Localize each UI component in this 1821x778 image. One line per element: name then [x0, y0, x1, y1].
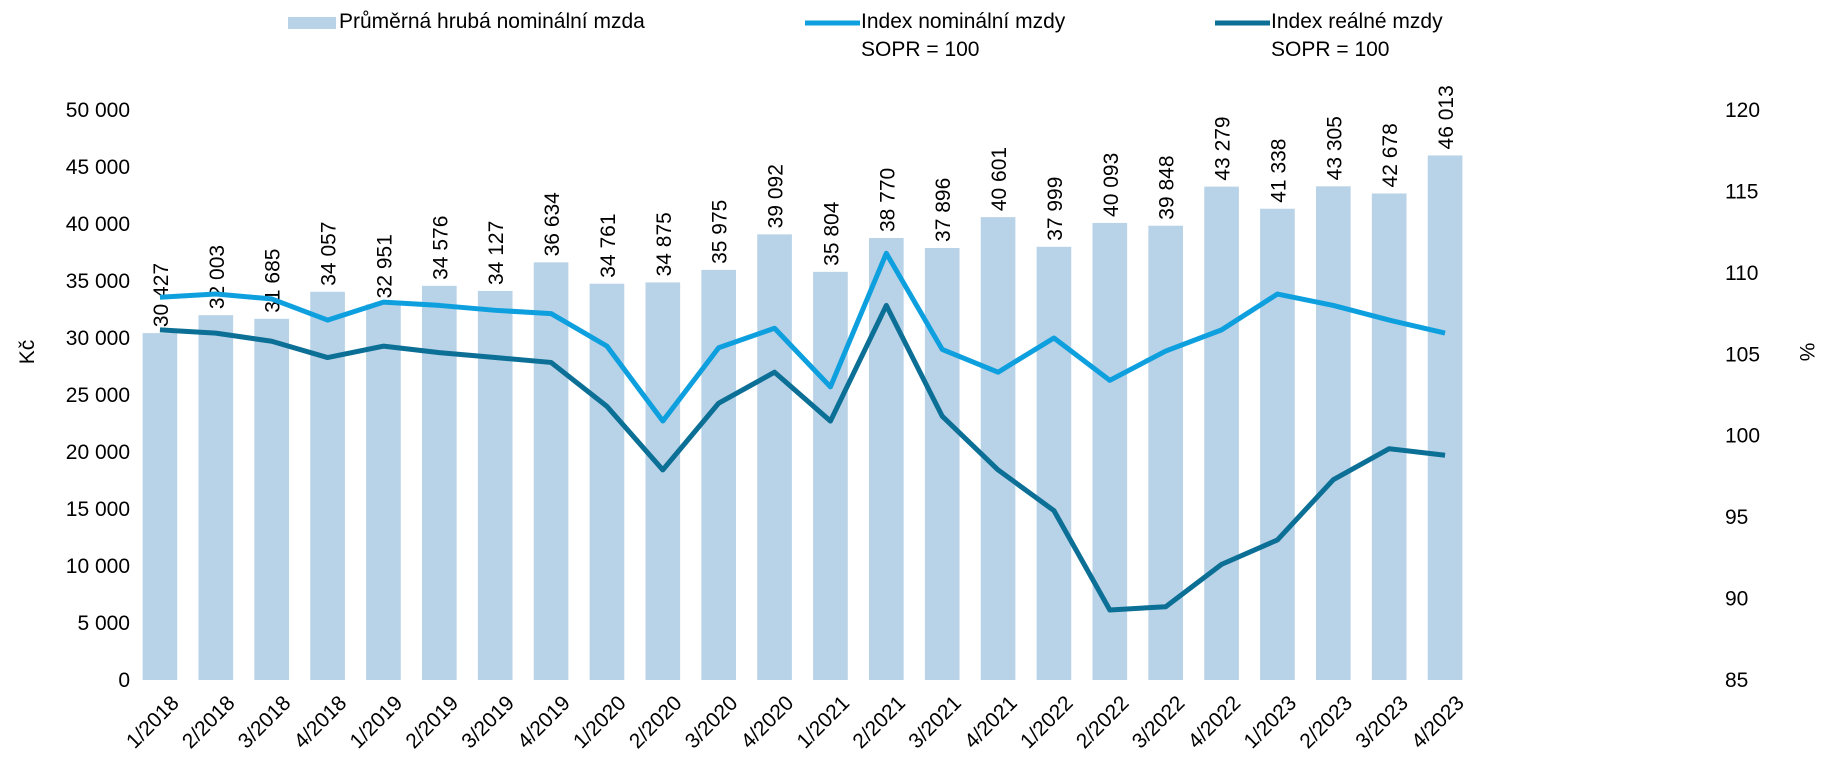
bar	[757, 234, 792, 680]
y2-tick-label: 115	[1725, 180, 1758, 203]
y-tick-label: 5 000	[77, 612, 130, 635]
y2-tick-label: 90	[1725, 588, 1748, 611]
line	[159, 302, 1446, 613]
x-tick-label: 3/2023	[1351, 691, 1413, 753]
line	[159, 250, 1446, 424]
x-tick-label: 3/2021	[904, 691, 966, 753]
legend-label: Index reálné mzdy SOPR = 100	[1271, 10, 1443, 61]
bar	[198, 315, 234, 680]
x-tick-label: 2/2023	[1295, 691, 1357, 753]
data-label: 34 127	[485, 221, 508, 285]
bar	[1315, 186, 1351, 680]
x-tick-label: 4/2022	[1184, 691, 1246, 753]
data-label: 40 601	[988, 147, 1011, 211]
y-tick-label: 10 000	[66, 555, 130, 578]
y-tick-label: 35 000	[66, 270, 130, 293]
bar	[868, 238, 904, 680]
y-tick-label: 15 000	[66, 498, 130, 521]
y2-axis-label: %	[1795, 343, 1818, 362]
x-tick-label: 1/2018	[122, 691, 184, 753]
bar	[980, 217, 1016, 680]
x-tick-label: 1/2019	[345, 691, 407, 753]
bar	[924, 247, 960, 680]
x-tick-label: 1/2021	[792, 691, 854, 753]
bar	[1036, 246, 1072, 680]
x-tick-label: 4/2020	[737, 691, 799, 753]
y-tick-label: 40 000	[66, 213, 130, 236]
x-tick-label: 4/2023	[1407, 691, 1469, 753]
data-label: 38 770	[876, 168, 899, 232]
y2-tick-label: 100	[1725, 425, 1760, 448]
data-label: 37 999	[1044, 177, 1067, 241]
x-tick-label: 2/2019	[401, 691, 463, 753]
data-label: 43 305	[1323, 116, 1346, 180]
bar	[589, 283, 625, 680]
legend-label: Index nominální mzdy SOPR = 100	[861, 10, 1066, 61]
x-tick-label: 4/2021	[960, 691, 1022, 753]
data-label: 46 013	[1435, 85, 1458, 149]
bar	[366, 304, 401, 680]
legend-swatch	[288, 17, 336, 29]
data-label: 40 093	[1100, 153, 1123, 217]
data-label: 34 875	[653, 212, 676, 276]
bar	[310, 291, 345, 680]
data-label: 42 678	[1379, 123, 1402, 187]
bar	[1092, 222, 1128, 680]
x-tick-label: 3/2019	[457, 691, 519, 753]
x-tick-label: 4/2018	[290, 691, 352, 753]
data-label: 36 634	[541, 192, 564, 257]
y2-tick-label: 105	[1725, 343, 1760, 366]
bar	[1260, 208, 1295, 680]
y2-tick-label: 95	[1725, 506, 1748, 529]
bar	[813, 271, 848, 680]
data-label: 35 975	[709, 200, 732, 264]
data-label: 39 092	[765, 164, 788, 228]
x-tick-label: 4/2019	[513, 691, 575, 753]
bar	[142, 333, 178, 680]
x-tick-label: 3/2022	[1128, 691, 1190, 753]
y-tick-label: 20 000	[66, 441, 130, 464]
y2-tick-label: 110	[1725, 262, 1758, 285]
x-tick-label: 2/2020	[625, 691, 687, 753]
x-tick-label: 2/2021	[848, 691, 910, 753]
y2-tick-label: 120	[1725, 99, 1760, 122]
x-tick-label: 1/2022	[1016, 691, 1078, 753]
data-label: 34 057	[318, 222, 341, 286]
data-label: 39 848	[1156, 155, 1179, 219]
data-label: 32 003	[206, 245, 229, 309]
data-label: 37 896	[932, 178, 955, 242]
x-tick-label: 1/2020	[569, 691, 631, 753]
data-label: 34 576	[429, 216, 452, 280]
bar	[1427, 155, 1463, 681]
x-tick-label: 2/2018	[178, 691, 240, 753]
bar	[1148, 225, 1184, 681]
data-label: 43 279	[1212, 116, 1235, 180]
bar	[254, 318, 290, 680]
legend-label: Průměrná hrubá nominální mzda	[339, 10, 645, 33]
data-label: 34 761	[597, 213, 620, 277]
bar	[1371, 193, 1407, 680]
x-tick-label: 3/2018	[234, 691, 296, 753]
bar	[421, 285, 457, 680]
bar	[645, 282, 681, 680]
data-label: 41 338	[1267, 139, 1290, 203]
y-tick-label: 25 000	[66, 384, 130, 407]
y2-tick-label: 85	[1725, 669, 1748, 692]
x-tick-label: 1/2023	[1239, 691, 1301, 753]
y-tick-label: 30 000	[66, 327, 130, 350]
y-tick-label: 50 000	[66, 99, 130, 122]
bar	[1204, 186, 1239, 681]
y-tick-label: 45 000	[66, 156, 130, 179]
bar	[533, 262, 569, 680]
x-tick-label: 3/2020	[681, 691, 743, 753]
y-axis-label: Kč	[16, 340, 39, 365]
y-tick-label: 0	[118, 669, 130, 692]
data-label: 35 804	[820, 201, 843, 266]
bar	[477, 290, 513, 680]
data-label: 32 951	[373, 234, 396, 298]
bar	[701, 269, 737, 680]
x-tick-label: 2/2022	[1072, 691, 1134, 753]
